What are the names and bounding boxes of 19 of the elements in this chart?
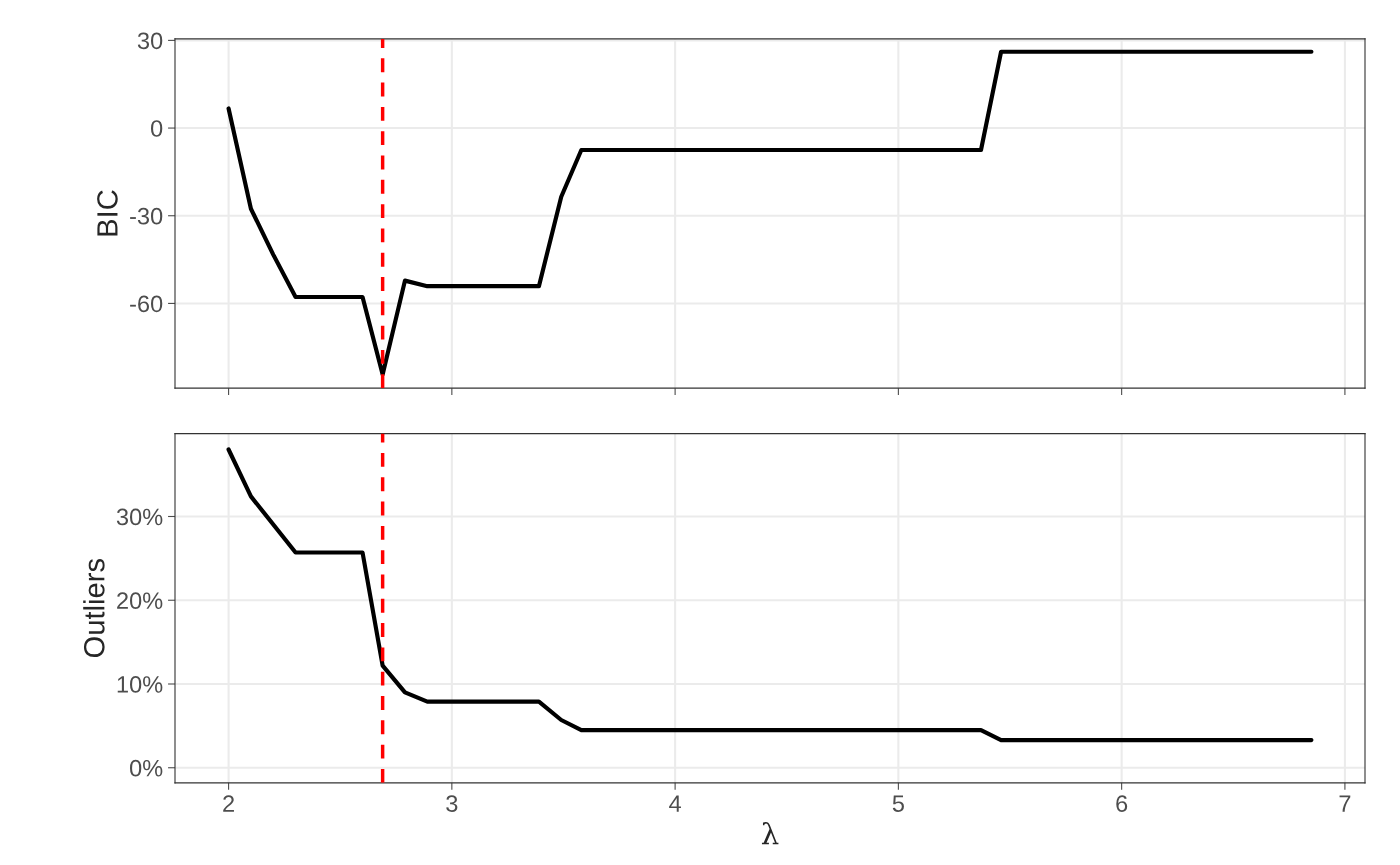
x-tick-label: 2 [223, 795, 234, 812]
x-tick-label: 3 [446, 795, 458, 812]
x-tick-label: 6 [1116, 795, 1128, 812]
y-tick-label: 20% [117, 592, 163, 610]
y-tick-label: 0% [129, 759, 163, 777]
y-tick-label: -30 [130, 207, 163, 225]
line-series [226, 447, 1314, 743]
y-axis-title: BIC [97, 190, 118, 236]
y-tick-label: 30% [116, 508, 163, 526]
y-tick-label: 10% [117, 676, 163, 693]
y-tick-label: 0 [150, 120, 163, 137]
line-series [226, 49, 1314, 377]
y-tick-label: 30 [137, 32, 163, 50]
y-axis-title: Outliers [83, 559, 105, 658]
y-tick-label: -60 [130, 295, 163, 313]
x-axis-title: λ [761, 822, 779, 845]
x-tick-label: 5 [892, 795, 904, 812]
x-tick-label: 4 [669, 795, 681, 812]
x-tick-label: 7 [1339, 795, 1351, 812]
